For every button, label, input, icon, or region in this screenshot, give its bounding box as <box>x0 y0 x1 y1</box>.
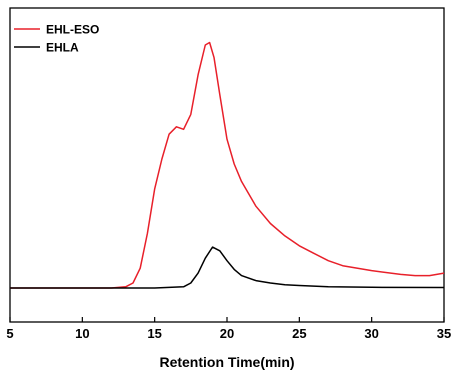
legend: EHL-ESO EHLA <box>14 23 99 55</box>
legend-label: EHLA <box>46 41 79 55</box>
x-axis-label: Retention Time(min) <box>159 354 294 370</box>
series-line-ehl-eso <box>10 43 444 289</box>
x-tick-label: 15 <box>147 326 161 341</box>
x-tick-label: 5 <box>6 326 13 341</box>
x-tick-label: 20 <box>220 326 234 341</box>
series-group <box>10 43 444 289</box>
x-axis-ticks: 5 10 15 20 25 30 35 <box>6 317 451 341</box>
x-tick-label: 35 <box>437 326 451 341</box>
legend-label: EHL-ESO <box>46 23 99 37</box>
series-line-ehla <box>10 247 444 288</box>
x-tick-label: 10 <box>75 326 89 341</box>
plot-frame <box>10 8 444 322</box>
x-tick-label: 30 <box>364 326 378 341</box>
x-tick-label: 25 <box>292 326 306 341</box>
